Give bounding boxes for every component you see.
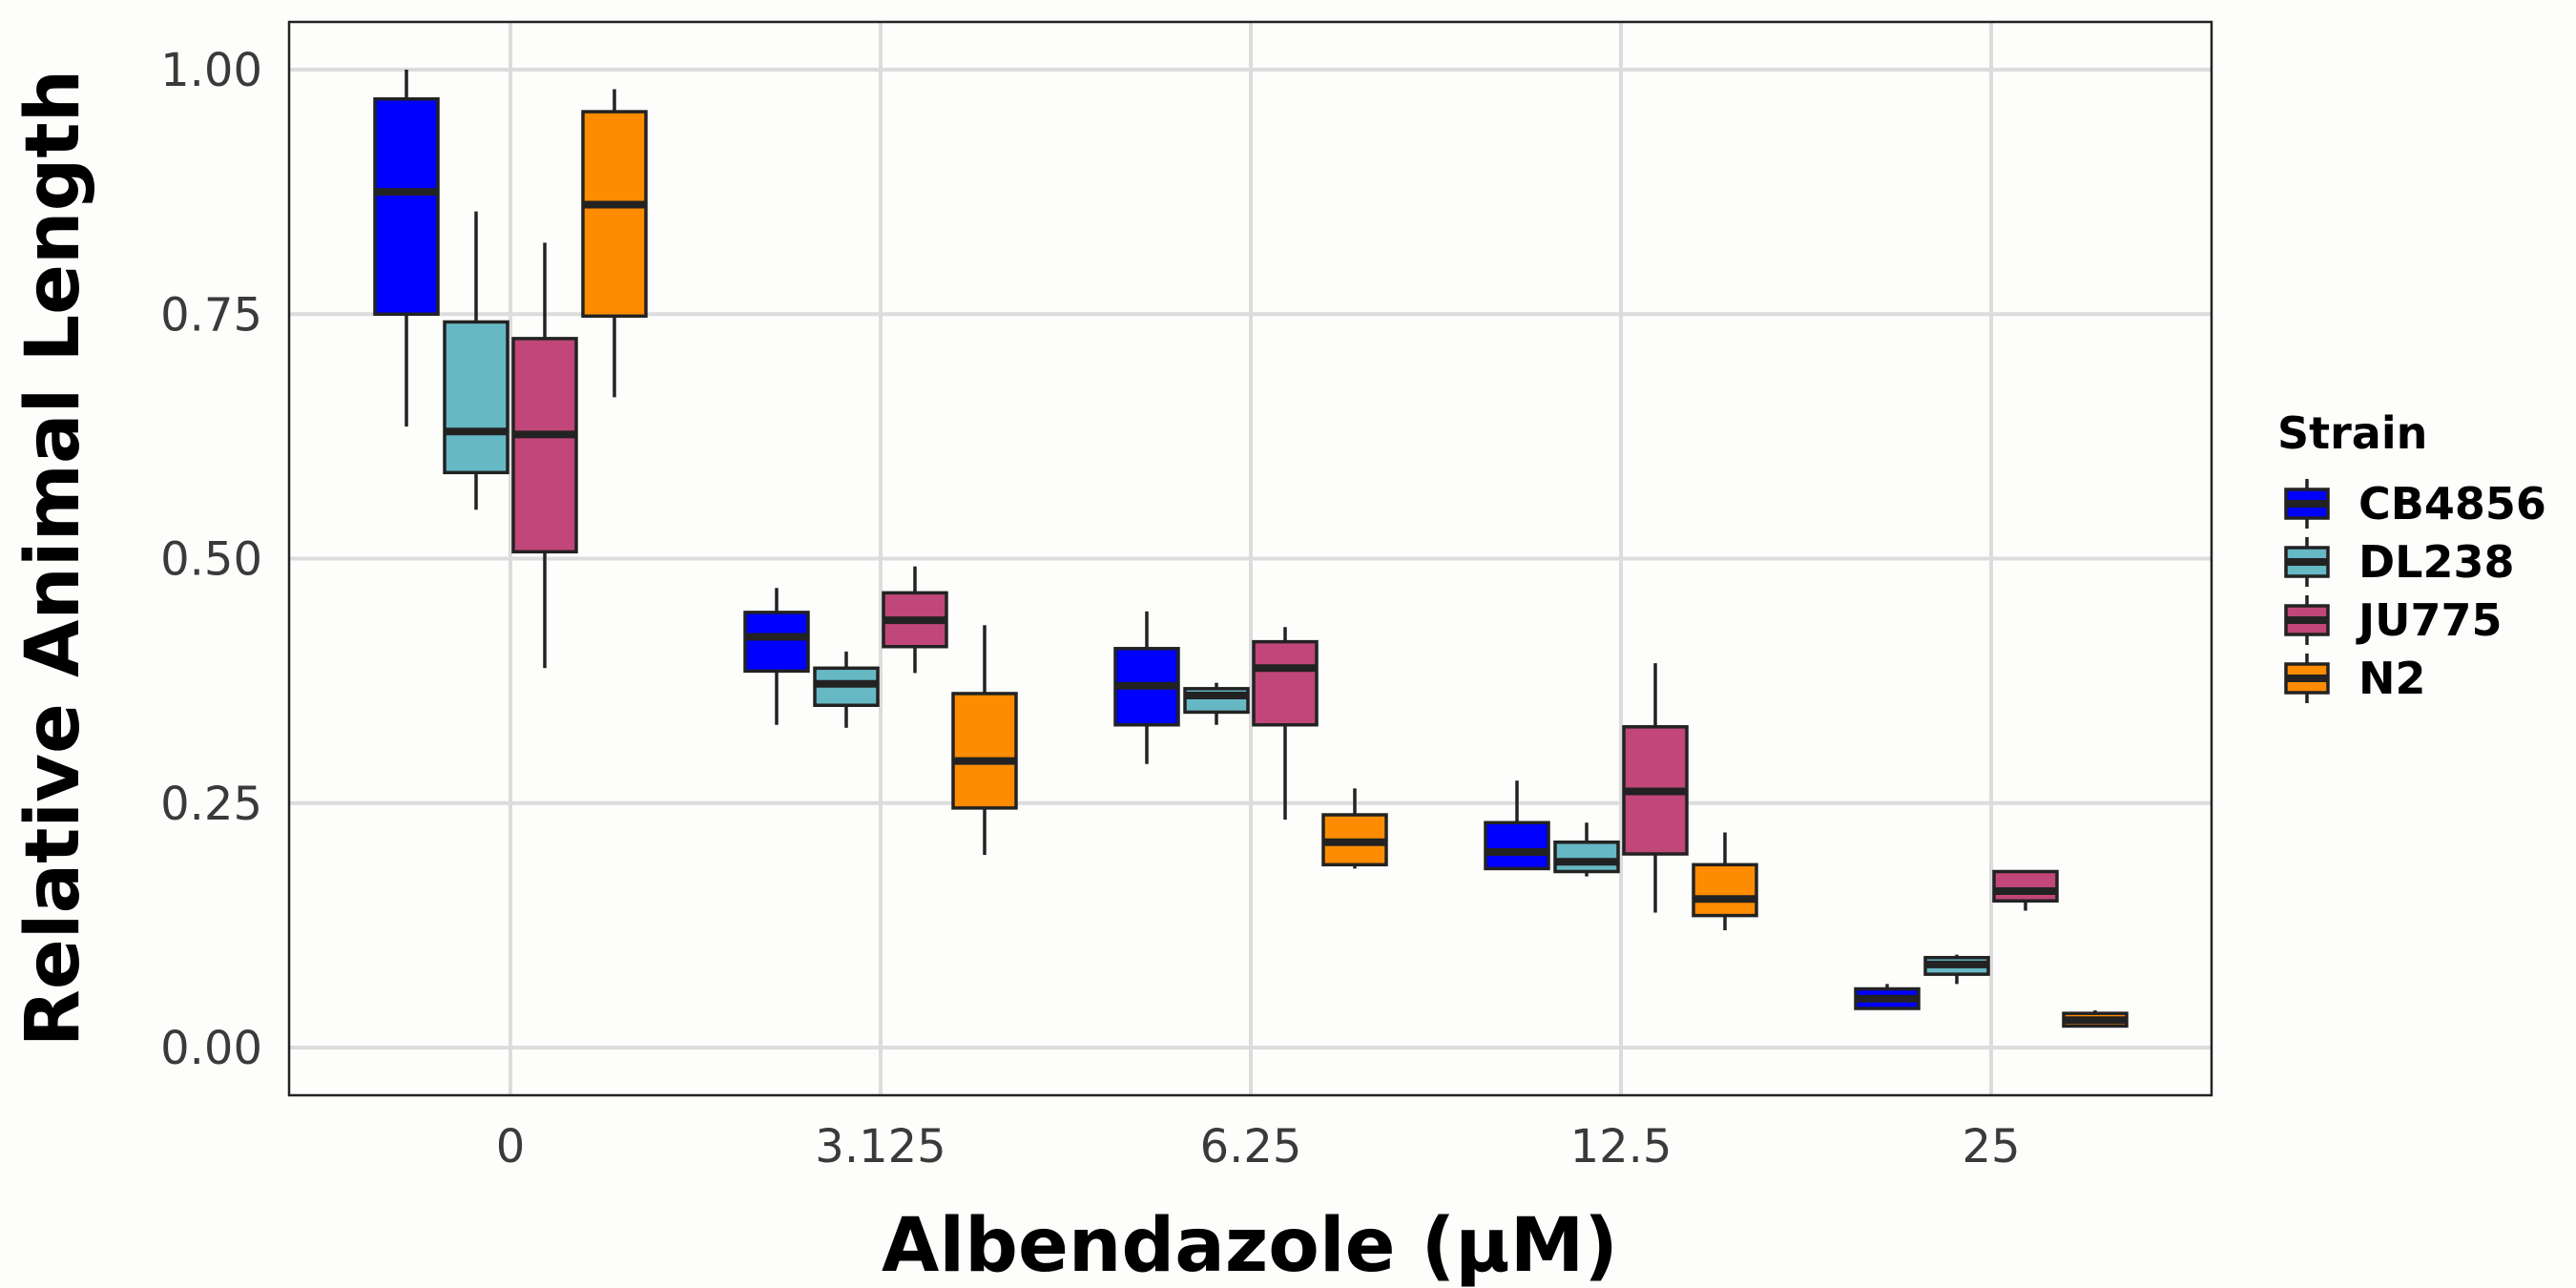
y-tick-label: 0.25: [160, 778, 262, 831]
box-rect: [373, 97, 440, 316]
box-cb4856-2: [1113, 611, 1180, 764]
box-ju775-3: [1622, 663, 1689, 913]
box-ju775-4: [1992, 869, 2059, 911]
box-n2-1: [951, 625, 1018, 856]
x-tick-label: 25: [1962, 1120, 2020, 1174]
x-tick-label: 12.5: [1570, 1120, 1672, 1174]
y-axis-title: Relative Animal Length: [10, 70, 96, 1047]
box-dl238-2: [1183, 682, 1250, 725]
box-rect: [1692, 862, 1758, 918]
box-rect: [1484, 821, 1550, 871]
box-cb4856-0: [373, 70, 440, 427]
box-cb4856-3: [1484, 780, 1550, 871]
box-ju775-2: [1252, 627, 1319, 821]
box-ju775-0: [511, 242, 578, 669]
legend-label: DL238: [2358, 536, 2515, 588]
legend-item-n2: N2: [2284, 653, 2426, 704]
box-rect: [1252, 639, 1319, 727]
y-tick-label: 1.00: [160, 44, 262, 97]
box-rect: [581, 110, 648, 319]
x-tick-label: 6.25: [1200, 1120, 1302, 1174]
legend-item-ju775: JU775: [2284, 594, 2503, 646]
box-cb4856-1: [743, 588, 810, 725]
box-ju775-1: [882, 566, 948, 674]
box-layer: [373, 70, 2129, 1028]
legend-item-dl238: DL238: [2284, 536, 2515, 588]
y-tick-label: 0.75: [160, 288, 262, 342]
box-n2-2: [1321, 788, 1388, 869]
x-tick-labels: 0 3.125 6.25 12.5 25: [496, 1120, 2021, 1174]
box-n2-0: [581, 89, 648, 398]
legend-item-cb4856: CB4856: [2284, 478, 2546, 530]
legend-label: CB4856: [2358, 478, 2546, 530]
plot-border: [287, 20, 2213, 1097]
box-dl238-3: [1553, 822, 1620, 877]
box-dl238-4: [1923, 954, 1990, 985]
x-axis-title: Albendazole (µM): [882, 1203, 1618, 1288]
legend-label: N2: [2358, 653, 2426, 704]
box-cb4856-4: [1854, 984, 1921, 1010]
y-tick-label: 0.00: [160, 1022, 262, 1075]
legend-title: Strain: [2277, 407, 2427, 459]
x-tick-label: 3.125: [815, 1120, 945, 1174]
y-tick-label: 0.50: [160, 533, 262, 587]
box-n2-3: [1692, 832, 1758, 930]
legend-label: JU775: [2356, 594, 2503, 646]
legend: Strain CB4856 DL238 JU775 N2: [2277, 407, 2546, 704]
box-n2-4: [2062, 1010, 2129, 1028]
box-rect: [743, 611, 810, 674]
box-rect: [1553, 841, 1620, 874]
box-dl238-1: [813, 651, 880, 728]
box-rect: [951, 692, 1018, 810]
box-rect: [511, 337, 578, 554]
x-tick-label: 0: [496, 1120, 526, 1174]
box-dl238-0: [443, 211, 509, 510]
y-tick-labels: 0.00 0.25 0.50 0.75 1.00: [160, 44, 262, 1075]
box-rect: [1992, 869, 2059, 903]
box-rect: [443, 320, 509, 475]
